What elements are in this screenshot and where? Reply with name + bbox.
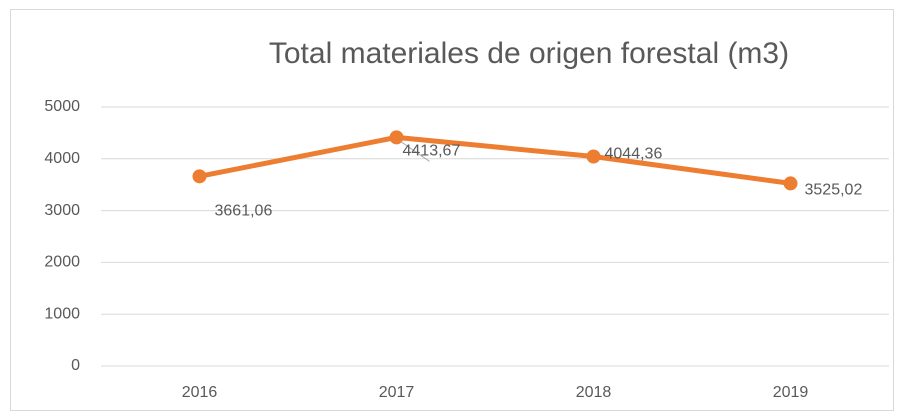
y-tick-label: 1000 xyxy=(44,305,80,322)
y-tick-label: 3000 xyxy=(44,202,80,219)
marker xyxy=(586,149,601,164)
data-label: 4044,36 xyxy=(605,146,663,163)
data-label: 4413,67 xyxy=(403,143,461,160)
x-tick-label: 2018 xyxy=(576,384,612,401)
marker xyxy=(389,130,404,145)
line xyxy=(199,134,791,186)
data-label: 3525,02 xyxy=(805,182,863,199)
x-tick-label: 2019 xyxy=(773,384,809,401)
y-tick-label: 2000 xyxy=(44,254,80,271)
x-tick-label: 2016 xyxy=(182,384,218,401)
y-tick-label: 0 xyxy=(71,357,80,374)
x-tick-label: 2017 xyxy=(379,384,415,401)
marker xyxy=(192,169,207,184)
marker xyxy=(783,176,798,191)
chart-title: Total materiales de origen forestal (m3) xyxy=(269,37,789,70)
y-tick-label: 4000 xyxy=(44,150,80,167)
chart-border xyxy=(10,9,894,411)
leader-line xyxy=(400,140,430,162)
y-tick-label: 5000 xyxy=(44,98,80,115)
data-label: 3661,06 xyxy=(215,203,273,220)
